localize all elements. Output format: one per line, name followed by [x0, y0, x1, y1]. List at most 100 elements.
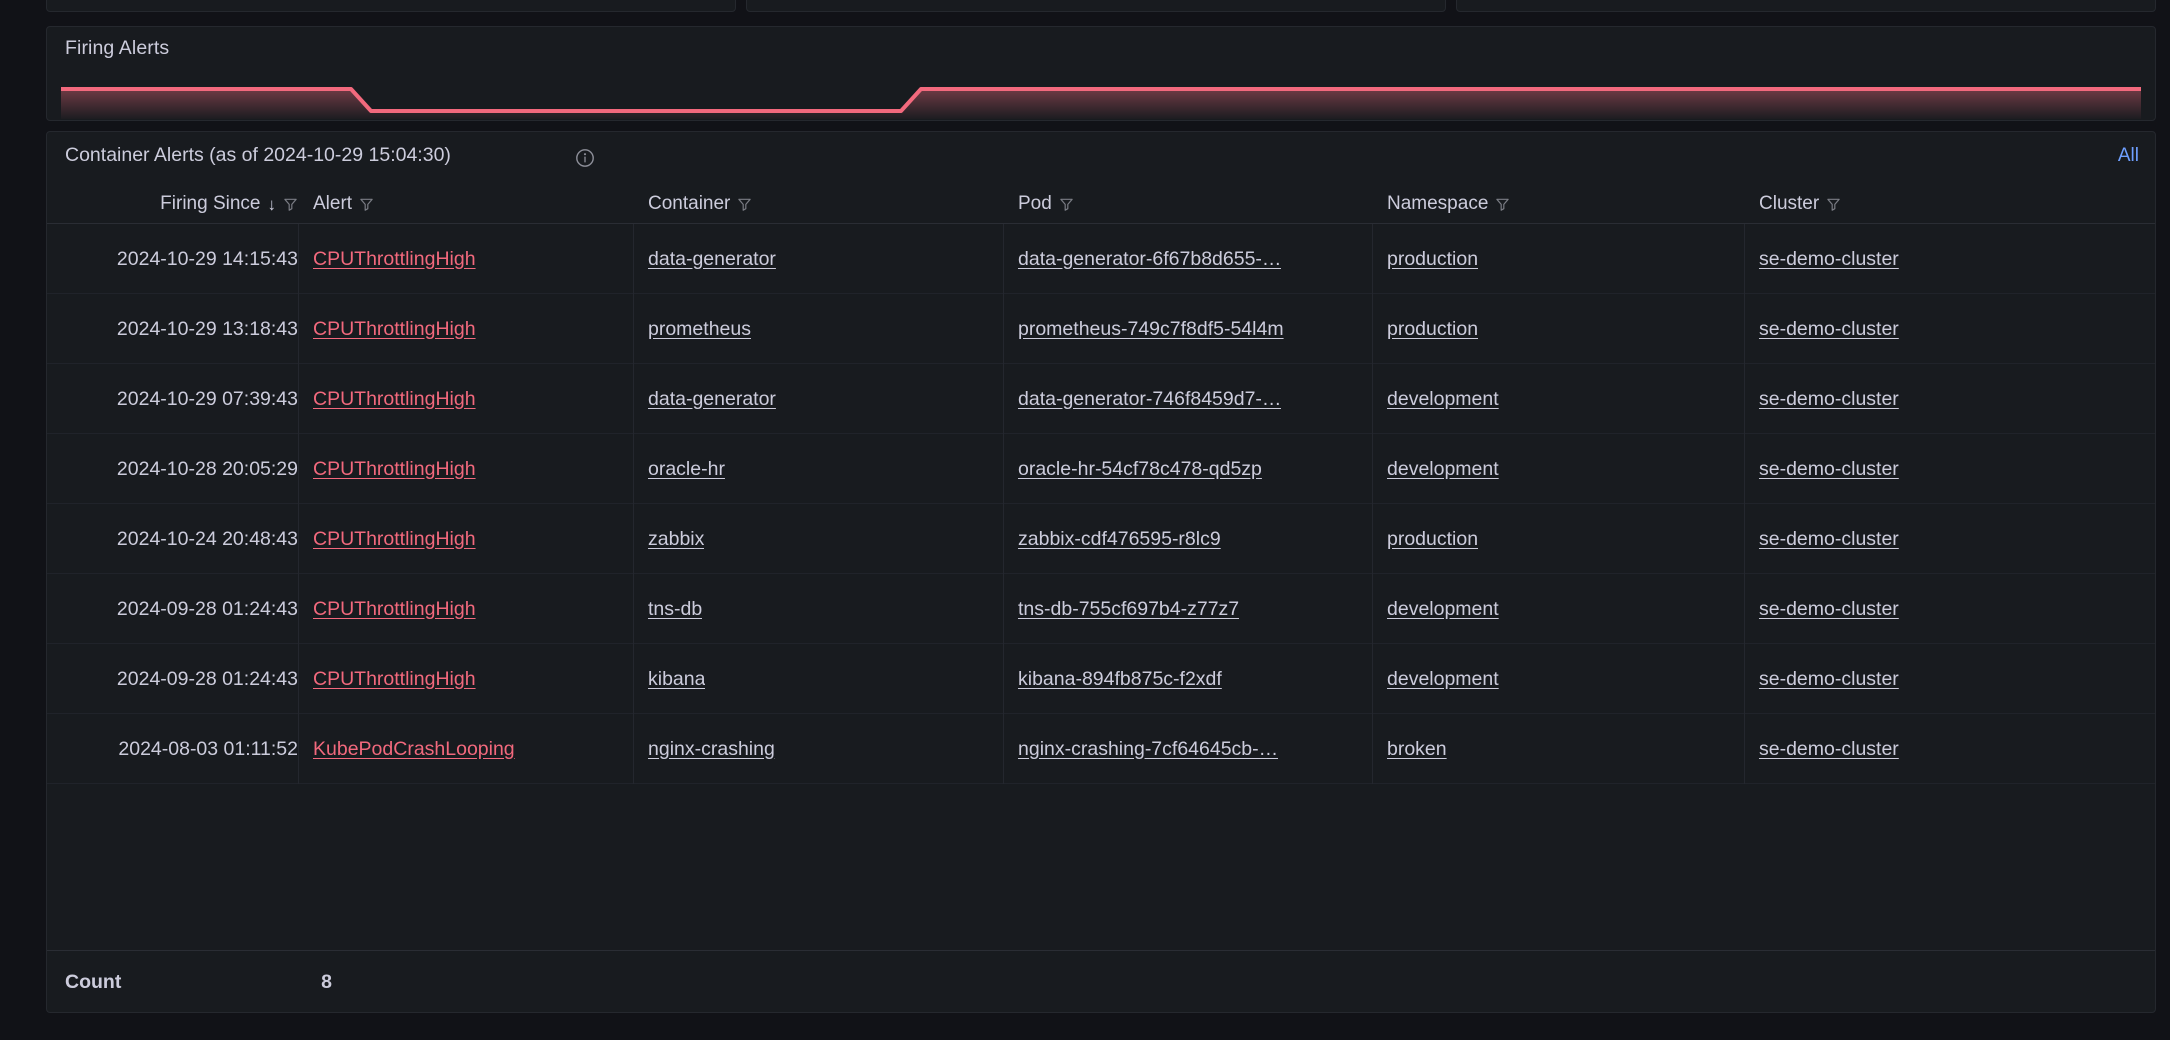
link-container[interactable]: data-generator — [648, 387, 776, 410]
filter-funnel-icon[interactable] — [737, 196, 752, 212]
filter-funnel-icon[interactable] — [283, 196, 298, 212]
cell-container[interactable]: data-generator — [648, 364, 998, 434]
link-container[interactable]: prometheus — [648, 317, 751, 340]
link-container[interactable]: kibana — [648, 667, 706, 690]
cell-namespace[interactable]: development — [1387, 364, 1739, 434]
cell-cluster[interactable]: se-demo-cluster — [1759, 224, 2129, 294]
link-namespace[interactable]: production — [1387, 247, 1479, 270]
info-circle-icon[interactable] — [575, 148, 595, 168]
link-pod[interactable]: kibana-894fb875c-f2xdf — [1018, 667, 1222, 690]
cell-container[interactable]: kibana — [648, 644, 998, 714]
filter-funnel-icon[interactable] — [1826, 196, 1841, 212]
cell-alert[interactable]: CPUThrottlingHigh — [313, 574, 628, 644]
firing-alerts-sparkline[interactable] — [61, 77, 2141, 119]
cell-pod[interactable]: tns-db-755cf697b4-z77z7 — [1018, 574, 1366, 644]
link-container[interactable]: tns-db — [648, 597, 703, 620]
link-alert[interactable]: CPUThrottlingHigh — [313, 317, 476, 340]
link-cluster[interactable]: se-demo-cluster — [1759, 247, 1899, 270]
cell-namespace[interactable]: development — [1387, 644, 1739, 714]
table-body: 2024-10-29 14:15:43 CPUThrottlingHigh data… — [47, 224, 2155, 784]
link-container[interactable]: zabbix — [648, 527, 705, 550]
cell-alert[interactable]: CPUThrottlingHigh — [313, 294, 628, 364]
cell-namespace[interactable]: broken — [1387, 714, 1739, 784]
sort-desc-icon[interactable]: ↓ — [267, 194, 277, 214]
cell-pod[interactable]: data-generator-746f8459d7-… — [1018, 364, 1366, 434]
cell-namespace[interactable]: development — [1387, 434, 1739, 504]
cell-cluster[interactable]: se-demo-cluster — [1759, 574, 2129, 644]
cell-pod[interactable]: oracle-hr-54cf78c478-qd5zp — [1018, 434, 1366, 504]
all-filter-link[interactable]: All — [2117, 145, 2139, 166]
cell-cluster[interactable]: se-demo-cluster — [1759, 504, 2129, 574]
cell-cluster[interactable]: se-demo-cluster — [1759, 714, 2129, 784]
cell-alert[interactable]: CPUThrottlingHigh — [313, 434, 628, 504]
cell-container[interactable]: zabbix — [648, 504, 998, 574]
cell-container[interactable]: prometheus — [648, 294, 998, 364]
link-alert[interactable]: KubePodCrashLooping — [313, 737, 515, 760]
link-cluster[interactable]: se-demo-cluster — [1759, 597, 1899, 620]
link-namespace[interactable]: development — [1387, 457, 1499, 480]
link-cluster[interactable]: se-demo-cluster — [1759, 667, 1899, 690]
link-namespace[interactable]: production — [1387, 317, 1479, 340]
cell-cluster[interactable]: se-demo-cluster — [1759, 364, 2129, 434]
cell-firing-since: 2024-10-28 20:05:29 — [93, 434, 298, 504]
cell-pod[interactable]: nginx-crashing-7cf64645cb-… — [1018, 714, 1366, 784]
link-pod[interactable]: data-generator-6f67b8d655-… — [1018, 247, 1282, 270]
cell-namespace[interactable]: development — [1387, 574, 1739, 644]
cell-container[interactable]: oracle-hr — [648, 434, 998, 504]
cell-container[interactable]: nginx-crashing — [648, 714, 998, 784]
link-namespace[interactable]: development — [1387, 667, 1499, 690]
filter-funnel-icon[interactable] — [1059, 196, 1074, 212]
cell-alert[interactable]: CPUThrottlingHigh — [313, 224, 628, 294]
link-container[interactable]: nginx-crashing — [648, 737, 775, 760]
column-header-namespace[interactable]: Namespace — [1387, 184, 1510, 224]
cell-cluster[interactable]: se-demo-cluster — [1759, 294, 2129, 364]
link-namespace[interactable]: broken — [1387, 737, 1447, 760]
link-cluster[interactable]: se-demo-cluster — [1759, 457, 1899, 480]
link-namespace[interactable]: development — [1387, 597, 1499, 620]
column-separator — [1744, 224, 1745, 784]
column-header-alert[interactable]: Alert — [313, 184, 374, 224]
column-header-cluster[interactable]: Cluster — [1759, 184, 1841, 224]
link-cluster[interactable]: se-demo-cluster — [1759, 387, 1899, 410]
link-container[interactable]: oracle-hr — [648, 457, 725, 480]
cell-cluster[interactable]: se-demo-cluster — [1759, 434, 2129, 504]
link-pod[interactable]: data-generator-746f8459d7-… — [1018, 387, 1282, 410]
filter-funnel-icon[interactable] — [359, 196, 374, 212]
cell-alert[interactable]: CPUThrottlingHigh — [313, 504, 628, 574]
link-alert[interactable]: CPUThrottlingHigh — [313, 387, 476, 410]
cell-pod[interactable]: zabbix-cdf476595-r8lc9 — [1018, 504, 1366, 574]
link-alert[interactable]: CPUThrottlingHigh — [313, 597, 476, 620]
link-pod[interactable]: nginx-crashing-7cf64645cb-… — [1018, 737, 1279, 760]
link-pod[interactable]: oracle-hr-54cf78c478-qd5zp — [1018, 457, 1262, 480]
link-alert[interactable]: CPUThrottlingHigh — [313, 667, 476, 690]
link-pod[interactable]: tns-db-755cf697b4-z77z7 — [1018, 597, 1240, 620]
cell-alert[interactable]: CPUThrottlingHigh — [313, 364, 628, 434]
link-alert[interactable]: CPUThrottlingHigh — [313, 457, 476, 480]
cell-namespace[interactable]: production — [1387, 504, 1739, 574]
cell-container[interactable]: tns-db — [648, 574, 998, 644]
link-pod[interactable]: zabbix-cdf476595-r8lc9 — [1018, 527, 1221, 550]
filter-funnel-icon[interactable] — [1495, 196, 1510, 212]
cell-namespace[interactable]: production — [1387, 224, 1739, 294]
cell-alert[interactable]: CPUThrottlingHigh — [313, 644, 628, 714]
column-separator — [1372, 224, 1373, 784]
link-alert[interactable]: CPUThrottlingHigh — [313, 527, 476, 550]
link-cluster[interactable]: se-demo-cluster — [1759, 737, 1899, 760]
cell-container[interactable]: data-generator — [648, 224, 998, 294]
cell-alert[interactable]: KubePodCrashLooping — [313, 714, 628, 784]
cell-pod[interactable]: kibana-894fb875c-f2xdf — [1018, 644, 1366, 714]
link-namespace[interactable]: development — [1387, 387, 1499, 410]
link-cluster[interactable]: se-demo-cluster — [1759, 527, 1899, 550]
column-header-container[interactable]: Container — [648, 184, 752, 224]
cell-cluster[interactable]: se-demo-cluster — [1759, 644, 2129, 714]
link-pod[interactable]: prometheus-749c7f8df5-54l4m — [1018, 317, 1284, 340]
cell-pod[interactable]: data-generator-6f67b8d655-… — [1018, 224, 1366, 294]
cell-namespace[interactable]: production — [1387, 294, 1739, 364]
link-container[interactable]: data-generator — [648, 247, 776, 270]
column-header-pod[interactable]: Pod — [1018, 184, 1074, 224]
link-namespace[interactable]: production — [1387, 527, 1479, 550]
column-header-firing-since[interactable]: Firing Since ↓ — [93, 184, 298, 224]
cell-pod[interactable]: prometheus-749c7f8df5-54l4m — [1018, 294, 1366, 364]
link-alert[interactable]: CPUThrottlingHigh — [313, 247, 476, 270]
link-cluster[interactable]: se-demo-cluster — [1759, 317, 1899, 340]
